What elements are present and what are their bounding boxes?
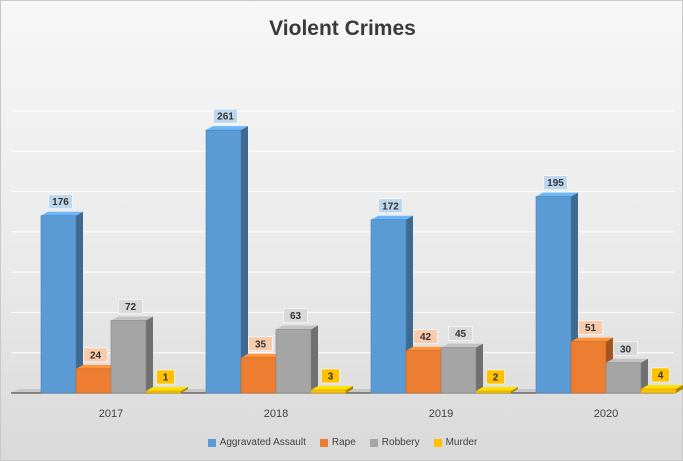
bar-top-robbery-2017 xyxy=(111,316,153,321)
x-tick-label-2019: 2019 xyxy=(429,408,453,420)
legend-label-murder: Murder xyxy=(445,437,478,448)
legend-label-aggravated-assault: Aggravated Assault xyxy=(219,437,306,448)
bar-rape-2020 xyxy=(570,341,607,394)
legend-item-aggravated-assault: Aggravated Assault xyxy=(207,437,306,448)
data-label-box-murder-2020 xyxy=(651,367,670,383)
legend-item-rape: Rape xyxy=(319,437,356,448)
bar-top-rape-2019 xyxy=(406,346,448,351)
bar-top-murder-2019 xyxy=(476,386,518,391)
chart-title: Violent Crimes xyxy=(269,17,416,40)
bar-group-2018: 261 35 63 3 xyxy=(205,108,353,394)
legend-label-rape: Rape xyxy=(331,437,356,448)
bar-group-2017: 176 24 72 1 xyxy=(40,194,188,394)
x-tick-label-2018: 2018 xyxy=(264,408,288,420)
bar-group-2020: 195 51 30 4 xyxy=(535,175,683,394)
data-label-robbery-2020: 30 xyxy=(620,344,632,355)
bar-rape-2018 xyxy=(240,357,277,394)
data-label-aggravated-assault-2019: 172 xyxy=(382,201,399,212)
chart-legend: Aggravated Assault Rape Robbery Murder xyxy=(1,437,683,448)
data-label-aggravated-assault-2020: 195 xyxy=(547,178,564,189)
legend-item-robbery: Robbery xyxy=(369,437,420,448)
bar-rape-2017 xyxy=(75,368,112,394)
bar-top-robbery-2019 xyxy=(441,343,483,348)
bar-top-rape-2020 xyxy=(571,337,613,342)
bar-robbery-2019 xyxy=(440,347,477,394)
data-label-rape-2019: 42 xyxy=(420,332,432,343)
legend-swatch-rape xyxy=(319,438,328,447)
bar-side-aggravated-assault-2018 xyxy=(241,126,248,393)
data-label-murder-2019: 2 xyxy=(493,372,499,383)
bar-robbery-2018 xyxy=(275,329,312,394)
legend-swatch-aggravated-assault xyxy=(207,438,216,447)
bar-aggravated-assault-2017 xyxy=(40,215,77,394)
data-label-box-rape-2019 xyxy=(413,329,438,345)
data-label-box-rape-2020 xyxy=(578,320,603,335)
bar-top-robbery-2020 xyxy=(606,358,648,363)
legend-item-murder: Murder xyxy=(433,437,478,448)
bar-top-rape-2017 xyxy=(76,364,118,369)
x-tick-label-2017: 2017 xyxy=(99,408,123,420)
data-label-murder-2018: 3 xyxy=(328,371,334,382)
data-label-rape-2018: 35 xyxy=(255,339,267,350)
bar-robbery-2020 xyxy=(605,362,642,394)
bar-side-murder-2020 xyxy=(676,384,683,393)
data-label-box-robbery-2019 xyxy=(448,326,473,341)
bar-side-murder-2018 xyxy=(346,385,353,393)
bar-top-aggravated-assault-2017 xyxy=(41,211,83,216)
data-label-box-aggravated-assault-2017 xyxy=(48,194,73,210)
bar-murder-2017 xyxy=(145,390,182,394)
bar-murder-2019 xyxy=(475,390,512,394)
bar-side-murder-2019 xyxy=(511,386,518,393)
bar-group-2019: 172 42 45 2 xyxy=(370,198,518,394)
legend-swatch-murder xyxy=(433,438,442,447)
bar-aggravated-assault-2020 xyxy=(535,196,572,394)
legend-label-robbery: Robbery xyxy=(381,437,420,448)
bar-side-robbery-2017 xyxy=(146,316,153,393)
bar-top-aggravated-assault-2020 xyxy=(536,192,578,197)
data-label-robbery-2018: 63 xyxy=(290,311,302,322)
data-label-box-rape-2017 xyxy=(83,347,108,363)
data-label-box-aggravated-assault-2020 xyxy=(543,175,568,190)
bar-rape-2019 xyxy=(405,350,442,394)
data-label-box-murder-2019 xyxy=(486,369,505,385)
bar-side-robbery-2019 xyxy=(476,343,483,393)
data-label-box-robbery-2020 xyxy=(613,341,638,357)
data-label-box-aggravated-assault-2019 xyxy=(378,198,403,214)
bar-top-aggravated-assault-2018 xyxy=(206,126,248,131)
bar-side-robbery-2020 xyxy=(641,358,648,393)
bar-top-aggravated-assault-2019 xyxy=(371,215,413,220)
data-label-box-aggravated-assault-2018 xyxy=(213,108,238,124)
bar-top-murder-2017 xyxy=(146,387,188,391)
bar-robbery-2017 xyxy=(110,320,147,394)
x-tick-label-2020: 2020 xyxy=(594,408,618,420)
bar-top-murder-2020 xyxy=(641,384,683,389)
bar-top-murder-2018 xyxy=(311,385,353,390)
bar-side-robbery-2018 xyxy=(311,325,318,393)
data-label-rape-2017: 24 xyxy=(90,350,102,361)
bar-top-robbery-2018 xyxy=(276,325,318,330)
bar-side-aggravated-assault-2017 xyxy=(76,211,83,393)
data-label-box-murder-2018 xyxy=(321,368,340,384)
data-label-box-robbery-2017 xyxy=(118,299,143,314)
bar-aggravated-assault-2018 xyxy=(205,129,242,394)
data-label-robbery-2017: 72 xyxy=(125,302,137,313)
bar-aggravated-assault-2019 xyxy=(370,219,407,394)
data-label-box-robbery-2018 xyxy=(283,308,308,323)
data-label-rape-2020: 51 xyxy=(585,323,597,334)
legend-swatch-robbery xyxy=(369,438,378,447)
data-label-box-rape-2018 xyxy=(248,336,273,352)
data-label-aggravated-assault-2018: 261 xyxy=(217,112,234,123)
bar-murder-2018 xyxy=(310,389,347,394)
data-label-murder-2020: 4 xyxy=(658,370,664,381)
data-label-aggravated-assault-2017: 176 xyxy=(52,197,69,208)
bar-top-rape-2018 xyxy=(241,353,283,358)
bar-murder-2020 xyxy=(640,388,677,394)
data-label-box-murder-2017 xyxy=(156,369,175,385)
data-label-murder-2017: 1 xyxy=(163,373,169,384)
data-label-robbery-2019: 45 xyxy=(455,329,467,340)
bar-side-murder-2017 xyxy=(181,387,188,393)
